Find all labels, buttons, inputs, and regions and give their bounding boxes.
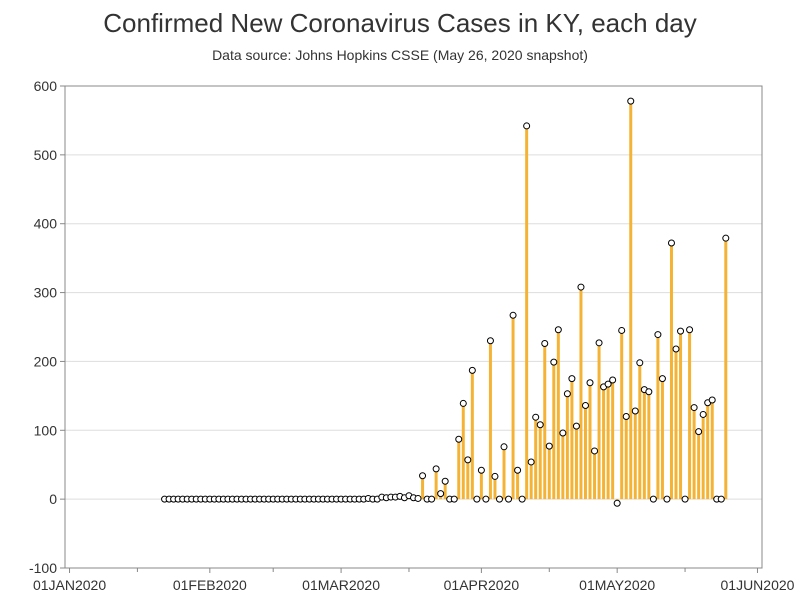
data-point <box>717 495 725 503</box>
data-point <box>477 466 485 474</box>
data-point <box>672 345 680 353</box>
data-point <box>536 421 544 429</box>
data-point <box>414 494 422 502</box>
markers <box>161 97 730 507</box>
data-point <box>627 97 635 105</box>
data-point <box>613 499 621 507</box>
data-point <box>428 495 436 503</box>
y-tick-label: 100 <box>34 422 58 438</box>
x-tick-label: 01APR2020 <box>444 577 520 593</box>
x-tick-label: 01MAR2020 <box>302 577 380 593</box>
chart-title: Confirmed New Coronavirus Cases in KY, e… <box>103 8 697 38</box>
data-point <box>677 327 685 335</box>
data-point <box>609 376 617 384</box>
y-tick-label: 500 <box>34 147 58 163</box>
data-point <box>563 390 571 398</box>
data-point <box>441 477 449 485</box>
data-point <box>658 375 666 383</box>
data-point <box>695 428 703 436</box>
data-point <box>686 326 694 334</box>
data-point <box>419 472 427 480</box>
data-point <box>482 495 490 503</box>
plot-frame <box>64 85 763 569</box>
data-point <box>654 331 662 339</box>
data-point <box>591 447 599 455</box>
data-point <box>532 413 540 421</box>
data-point <box>464 456 472 464</box>
data-point <box>581 401 589 409</box>
data-point <box>649 495 657 503</box>
data-point <box>505 495 513 503</box>
y-tick-label: -100 <box>29 560 57 576</box>
data-point <box>495 495 503 503</box>
data-point <box>523 122 531 130</box>
x-tick-label: 01FEB2020 <box>173 577 247 593</box>
data-point <box>667 239 675 247</box>
y-tick-label: 300 <box>34 285 58 301</box>
data-point <box>636 359 644 367</box>
data-point <box>432 465 440 473</box>
chart-subtitle: Data source: Johns Hopkins CSSE (May 26,… <box>212 47 588 63</box>
data-point <box>459 399 467 407</box>
data-point <box>645 388 653 396</box>
data-point <box>550 358 558 366</box>
x-tick-label: 01JAN2020 <box>33 577 106 593</box>
data-point <box>690 404 698 412</box>
data-point <box>699 410 707 418</box>
data-point <box>437 490 445 498</box>
x-tick-label: 01MAY2020 <box>579 577 655 593</box>
data-point <box>514 466 522 474</box>
needles <box>366 101 728 504</box>
data-point <box>500 443 508 451</box>
data-point <box>622 413 630 421</box>
data-point <box>527 458 535 466</box>
x-axis: 01JAN2020 01FEB2020 01MAR2020 01APR2020 01MA… <box>33 568 795 593</box>
data-point <box>518 495 526 503</box>
data-point <box>708 396 716 404</box>
data-point <box>491 472 499 480</box>
data-point <box>545 442 553 450</box>
data-point <box>473 495 481 503</box>
data-point <box>618 326 626 334</box>
data-point <box>572 422 580 430</box>
data-point <box>554 326 562 334</box>
data-point <box>663 495 671 503</box>
data-point <box>577 283 585 291</box>
data-point <box>486 337 494 345</box>
data-point <box>509 311 517 319</box>
data-point <box>455 435 463 443</box>
data-point <box>450 495 458 503</box>
data-point <box>722 234 730 242</box>
data-point <box>468 366 476 374</box>
data-point <box>568 375 576 383</box>
y-tick-label: 0 <box>49 491 57 507</box>
y-axis: -100 0 100 200 300 400 500 600 <box>29 78 65 576</box>
x-tick-label: 01JUN2020 <box>721 577 795 593</box>
y-tick-label: 400 <box>34 216 58 232</box>
data-point <box>631 407 639 415</box>
data-point <box>541 340 549 348</box>
data-point <box>559 429 567 437</box>
data-point <box>681 495 689 503</box>
data-point <box>586 379 594 387</box>
y-tick-label: 200 <box>34 353 58 369</box>
data-point <box>595 339 603 347</box>
data-point <box>604 380 612 388</box>
y-tick-label: 600 <box>34 78 58 94</box>
